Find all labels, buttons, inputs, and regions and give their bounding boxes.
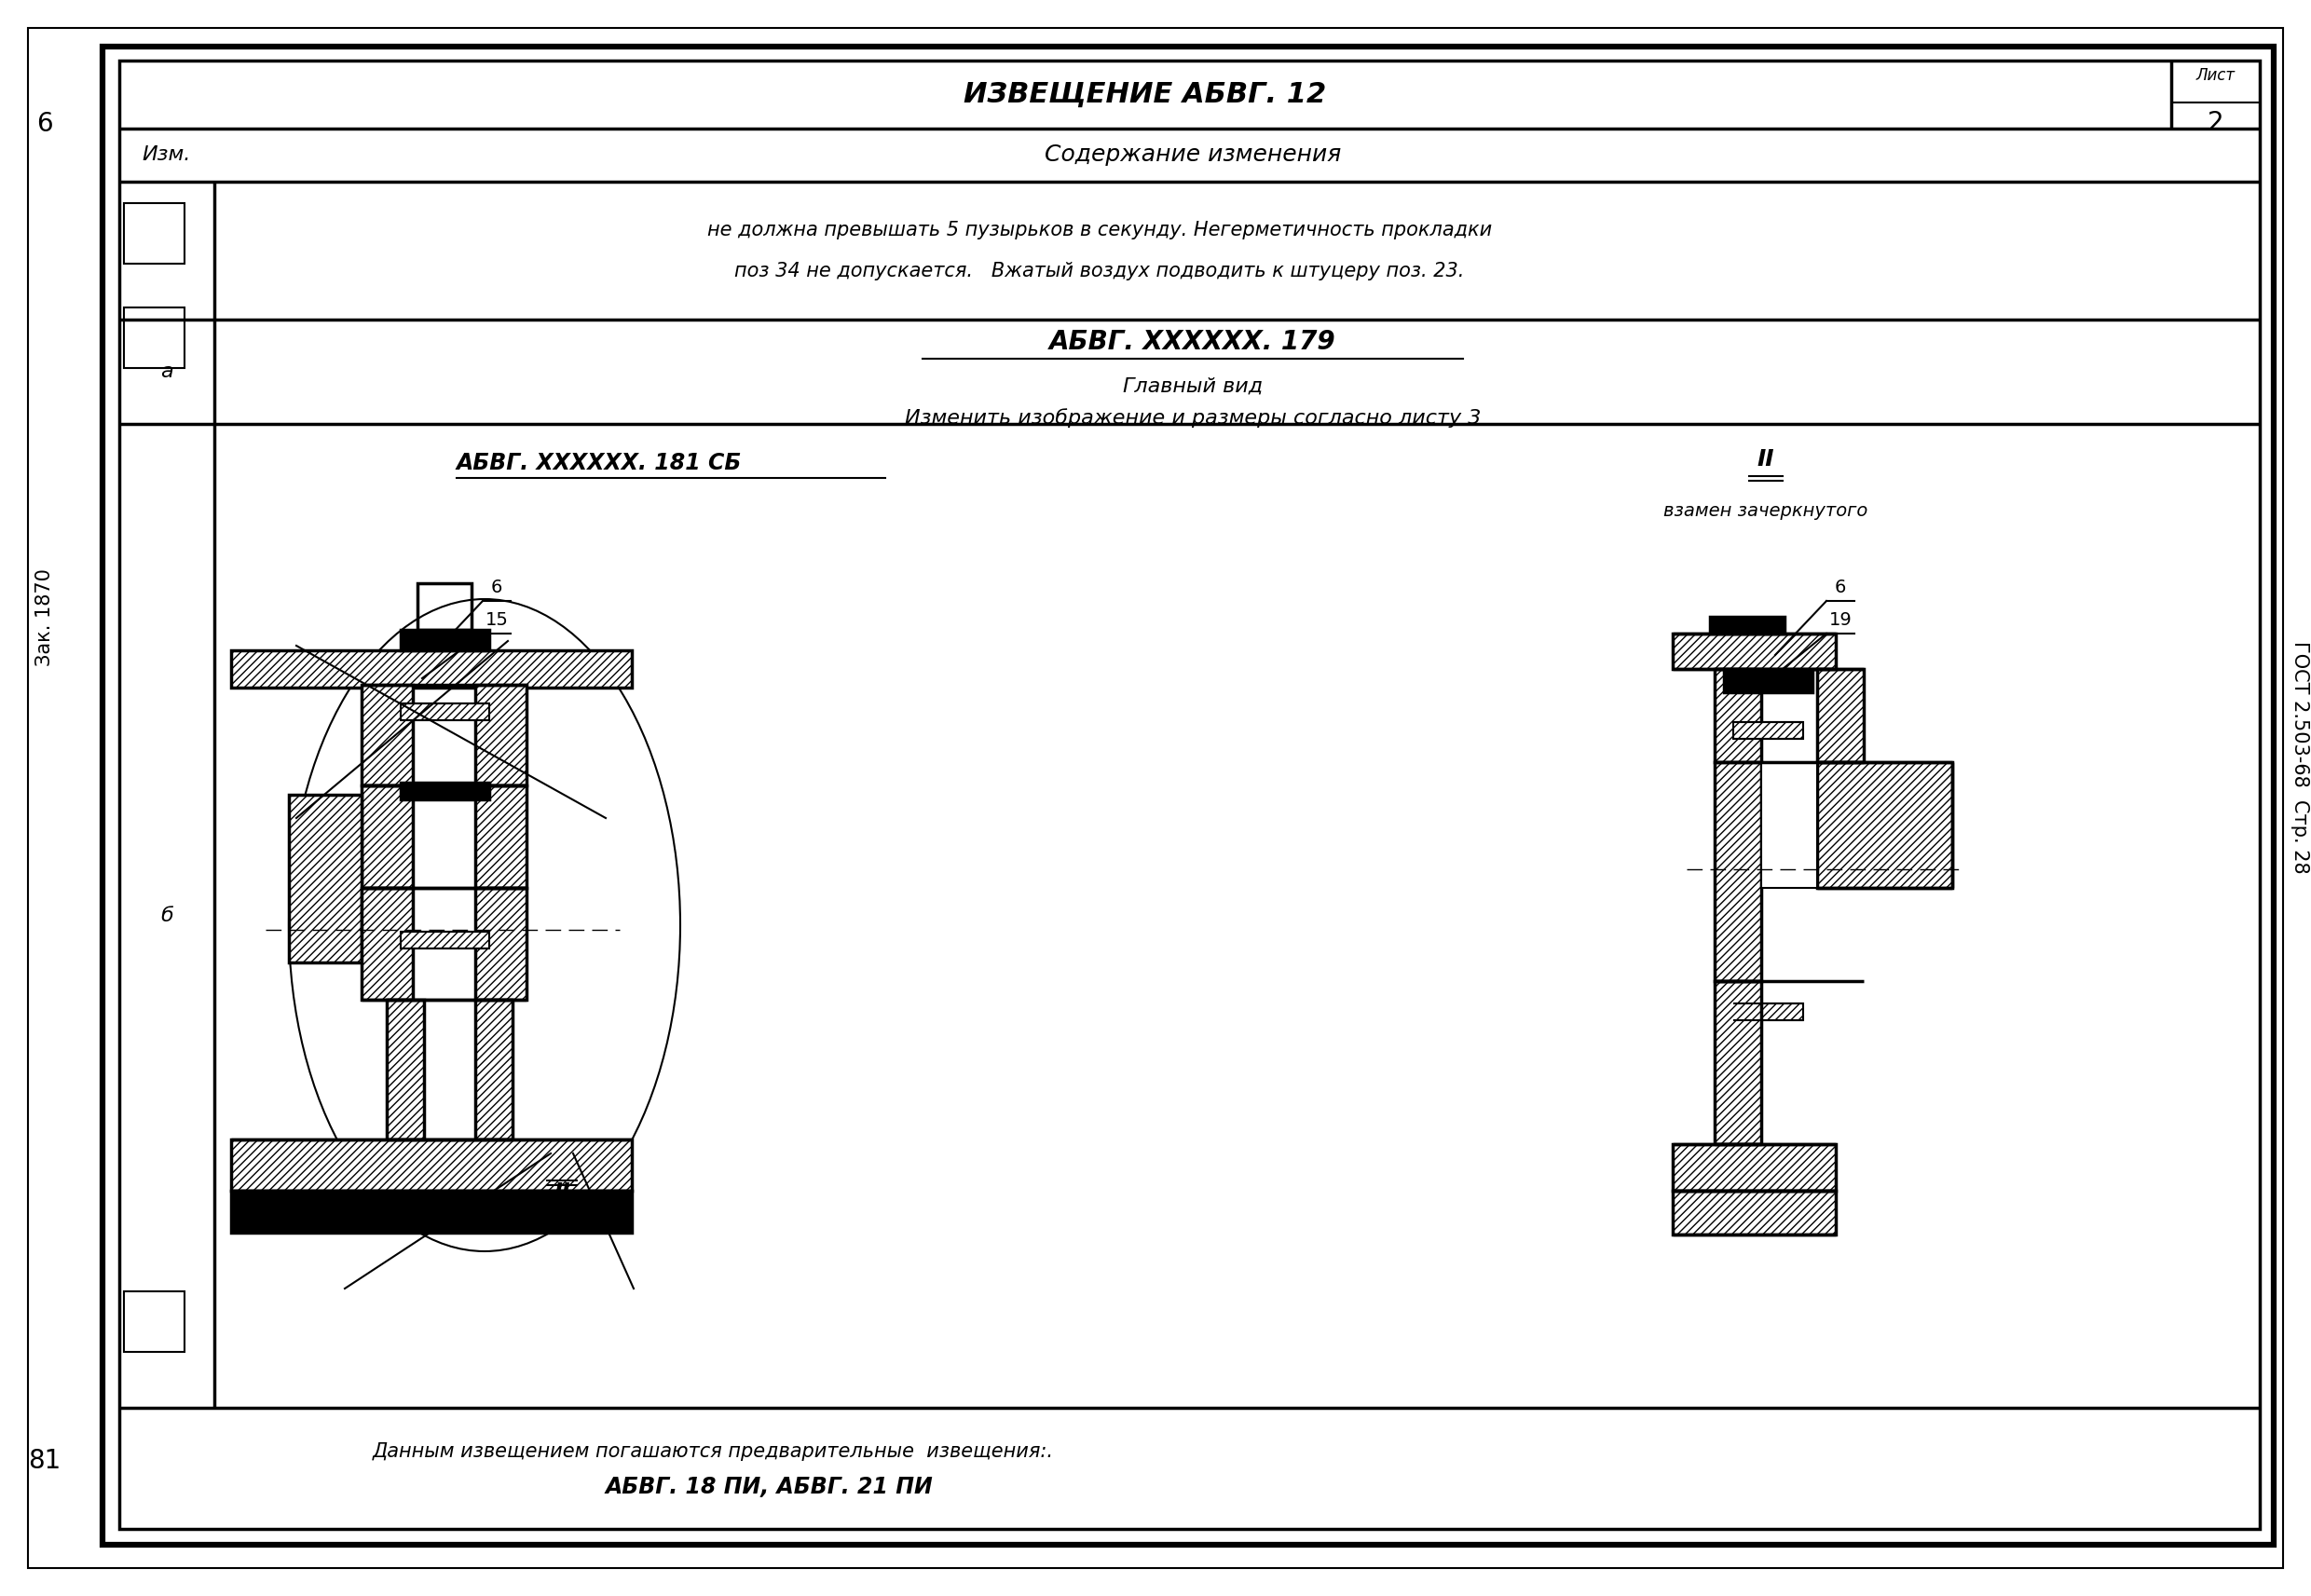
Bar	[231, 1140, 631, 1191]
Bar	[289, 795, 361, 962]
Bar	[1710, 616, 1784, 634]
Bar	[361, 685, 414, 785]
Bar	[418, 583, 471, 630]
Bar	[386, 999, 423, 1140]
Text: 81: 81	[28, 1448, 60, 1475]
Bar	[1816, 669, 1863, 763]
Text: ГОСТ 2.503-68  Стр. 28: ГОСТ 2.503-68 Стр. 28	[2290, 642, 2309, 873]
Text: 15: 15	[485, 611, 508, 629]
Bar	[400, 782, 490, 800]
Bar	[1715, 763, 1761, 982]
Text: а: а	[159, 362, 173, 381]
Bar	[476, 785, 527, 887]
Bar	[400, 704, 490, 720]
Text: ИЗВЕЩЕНИЕ АБВГ. 12: ИЗВЕЩЕНИЕ АБВГ. 12	[964, 81, 1327, 109]
Bar	[1715, 669, 1761, 763]
Text: Главный вид: Главный вид	[1123, 377, 1262, 396]
Bar	[125, 308, 185, 369]
Bar	[1733, 1004, 1803, 1020]
Bar	[476, 999, 513, 1140]
Text: Изм.: Изм.	[143, 145, 192, 164]
Text: 19: 19	[1828, 611, 1851, 629]
Text: 6: 6	[37, 110, 53, 137]
Text: 2: 2	[2207, 110, 2223, 136]
Text: взамен зачеркнутого: взамен зачеркнутого	[1664, 501, 1867, 519]
Text: Зак. 1870: Зак. 1870	[35, 568, 53, 667]
Bar	[1673, 1191, 1835, 1234]
Text: II: II	[1756, 448, 1775, 471]
Bar	[231, 650, 631, 688]
Bar	[476, 685, 527, 785]
Bar	[361, 785, 414, 887]
Bar	[1673, 1144, 1835, 1191]
Text: Изменить изображение и размеры согласно листу 3: Изменить изображение и размеры согласно …	[904, 409, 1481, 428]
Bar	[476, 887, 527, 999]
Text: II: II	[555, 1181, 571, 1203]
Bar	[1761, 763, 1816, 887]
Text: Лист: Лист	[2195, 67, 2235, 85]
Bar	[1715, 982, 1761, 1144]
Text: 6: 6	[1835, 579, 1846, 597]
Text: АБВГ. XXXXXX. 179: АБВГ. XXXXXX. 179	[1049, 329, 1336, 354]
Bar	[361, 887, 414, 999]
Text: не должна превышать 5 пузырьков в секунду. Негерметичность прокладки: не должна превышать 5 пузырьков в секунд…	[707, 220, 1493, 239]
Bar	[400, 932, 490, 948]
Text: б: б	[159, 907, 173, 926]
Text: АБВГ. 18 ПИ, АБВГ. 21 ПИ: АБВГ. 18 ПИ, АБВГ. 21 ПИ	[605, 1476, 934, 1499]
Bar	[1724, 672, 1812, 693]
Bar	[1816, 763, 1953, 887]
Text: Содержание изменения: Содержание изменения	[1045, 144, 1340, 166]
Bar	[400, 630, 490, 650]
Text: Данным извещением погашаются предварительные  извещения:.: Данным извещением погашаются предварител…	[372, 1443, 1054, 1460]
Text: 6: 6	[490, 579, 501, 597]
Bar	[1673, 634, 1835, 669]
Text: АБВГ. XXXXXX. 181 СБ: АБВГ. XXXXXX. 181 СБ	[458, 452, 742, 474]
Bar	[1733, 721, 1803, 739]
Text: поз 34 не допускается.   Вжатый воздух подводить к штуцеру поз. 23.: поз 34 не допускается. Вжатый воздух под…	[735, 262, 1465, 281]
Bar	[125, 1291, 185, 1352]
Bar	[125, 203, 185, 263]
Bar	[231, 1191, 631, 1232]
